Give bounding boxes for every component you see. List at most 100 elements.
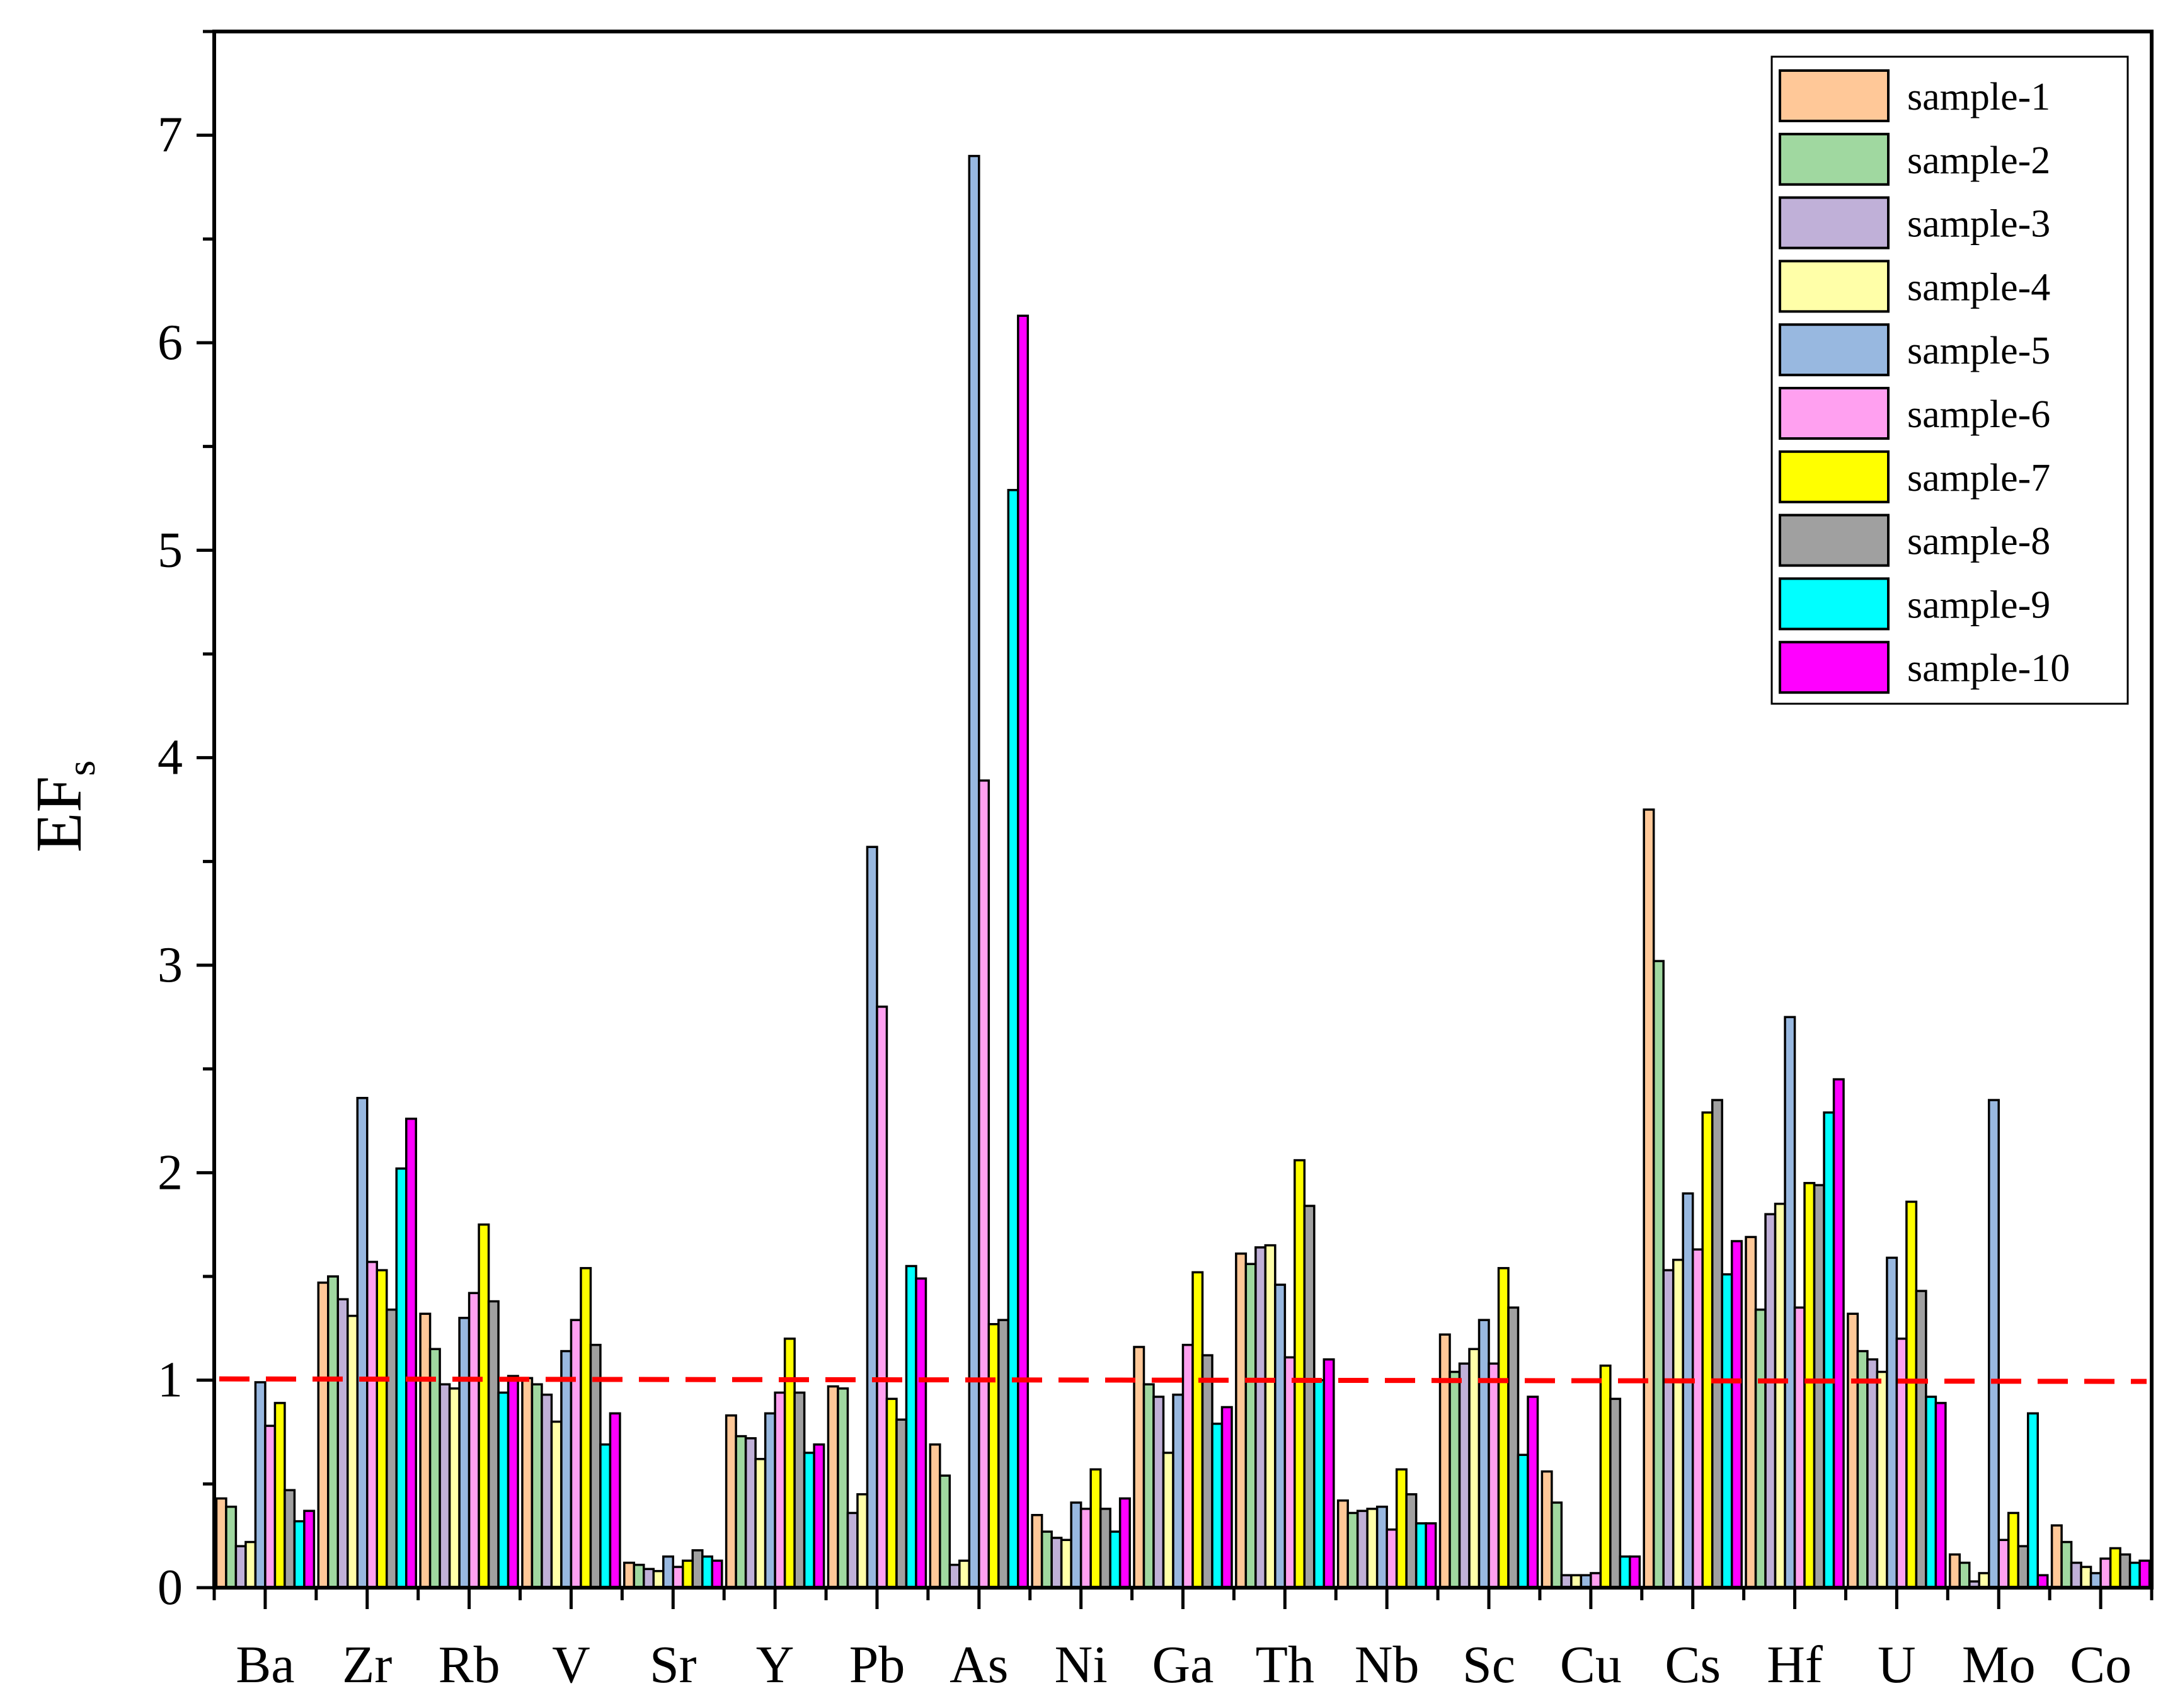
- bar-hf-sample-5: [1784, 1016, 1796, 1589]
- x-tick-label-ga: Ga: [1152, 1636, 1214, 1694]
- bar-as-sample-1: [929, 1443, 941, 1589]
- y-tick-label: 1: [158, 1353, 183, 1408]
- y-axis-title-main: EF: [23, 776, 95, 852]
- bar-ga-sample-1: [1133, 1346, 1145, 1589]
- legend-swatch-sample-1: [1779, 69, 1890, 122]
- y-tick-label: 4: [158, 730, 183, 786]
- y-tick-label: 0: [158, 1560, 183, 1615]
- bar-nb-sample-2: [1346, 1511, 1359, 1589]
- bar-ni-sample-8: [1099, 1508, 1111, 1589]
- bar-sr-sample-9: [701, 1555, 714, 1589]
- bar-as-sample-2: [939, 1474, 951, 1589]
- bar-cu-sample-9: [1619, 1555, 1631, 1589]
- bar-ba-sample-10: [303, 1510, 316, 1589]
- bar-zr-sample-1: [317, 1281, 330, 1589]
- bar-y-sample-8: [793, 1391, 806, 1589]
- bar-ga-sample-3: [1152, 1396, 1165, 1589]
- bar-hf-sample-2: [1754, 1308, 1767, 1589]
- x-tick-label-mo: Mo: [1962, 1636, 2036, 1694]
- bar-y-sample-1: [725, 1414, 737, 1589]
- bar-as-sample-5: [968, 154, 980, 1589]
- x-tick-label-y: Y: [756, 1636, 795, 1694]
- bar-nb-sample-7: [1395, 1468, 1408, 1589]
- bar-u-sample-10: [1934, 1402, 1947, 1589]
- bar-y-sample-3: [744, 1437, 757, 1589]
- bar-ba-sample-9: [293, 1520, 306, 1589]
- bar-ni-sample-5: [1070, 1501, 1082, 1589]
- bar-ni-sample-10: [1118, 1497, 1131, 1589]
- bar-u-sample-8: [1915, 1290, 1927, 1589]
- bar-v-sample-4: [550, 1420, 563, 1589]
- bar-v-sample-1: [521, 1377, 534, 1589]
- bar-pb-sample-8: [895, 1418, 908, 1589]
- x-tick-label-rb: Rb: [439, 1636, 500, 1694]
- bar-ba-sample-4: [244, 1540, 257, 1589]
- bar-nb-sample-4: [1366, 1508, 1379, 1589]
- bar-ba-sample-1: [215, 1497, 227, 1589]
- bar-ga-sample-10: [1220, 1406, 1233, 1589]
- bar-pb-sample-6: [876, 1006, 888, 1589]
- bar-sr-sample-4: [652, 1569, 665, 1589]
- bar-zr-sample-6: [366, 1261, 379, 1589]
- bar-cu-sample-2: [1551, 1501, 1563, 1589]
- bar-rb-sample-1: [419, 1312, 432, 1589]
- legend-swatch-sample-10: [1779, 641, 1890, 694]
- bar-y-sample-7: [783, 1338, 796, 1589]
- bar-u-sample-7: [1905, 1200, 1918, 1589]
- x-tick-label-hf: Hf: [1767, 1636, 1823, 1694]
- bar-as-sample-9: [1007, 489, 1019, 1589]
- bar-sr-sample-3: [643, 1568, 655, 1589]
- bar-th-sample-7: [1294, 1159, 1306, 1589]
- bar-y-sample-9: [803, 1452, 815, 1589]
- bar-sc-sample-1: [1438, 1333, 1451, 1589]
- bar-sr-sample-1: [623, 1561, 636, 1589]
- bar-pb-sample-2: [837, 1387, 849, 1589]
- bar-v-sample-6: [570, 1319, 582, 1589]
- bar-nb-sample-6: [1386, 1528, 1398, 1589]
- bar-cs-sample-10: [1730, 1240, 1743, 1589]
- bar-co-sample-10: [2138, 1559, 2151, 1589]
- bar-zr-sample-2: [327, 1275, 340, 1589]
- bar-nb-sample-8: [1405, 1493, 1418, 1589]
- bar-hf-sample-1: [1745, 1235, 1757, 1589]
- bar-co-sample-1: [2050, 1524, 2063, 1589]
- bar-rb-sample-7: [478, 1223, 490, 1589]
- bar-sr-sample-6: [672, 1566, 684, 1589]
- bar-rb-sample-2: [428, 1348, 441, 1589]
- bar-co-sample-5: [2089, 1572, 2102, 1589]
- x-tick-label-sr: Sr: [650, 1636, 697, 1694]
- y-tick-label: 6: [158, 315, 183, 370]
- bar-th-sample-4: [1264, 1244, 1277, 1589]
- bar-sr-sample-10: [711, 1559, 723, 1589]
- bar-ni-sample-9: [1109, 1530, 1122, 1589]
- bar-u-sample-1: [1847, 1312, 1859, 1589]
- bar-hf-sample-10: [1832, 1078, 1845, 1589]
- bar-mo-sample-2: [1958, 1561, 1971, 1589]
- bar-ni-sample-4: [1060, 1539, 1072, 1589]
- bar-nb-sample-1: [1336, 1499, 1349, 1589]
- bar-hf-sample-3: [1764, 1213, 1777, 1589]
- bar-cs-sample-1: [1643, 808, 1655, 1589]
- bar-sr-sample-8: [691, 1549, 704, 1589]
- bar-ba-sample-5: [254, 1381, 267, 1589]
- y-axis-title-subscript: s: [59, 760, 103, 776]
- bar-u-sample-3: [1866, 1358, 1879, 1589]
- legend-label-sample-10: sample-10: [1907, 647, 2070, 690]
- bar-as-sample-6: [978, 779, 990, 1589]
- bar-rb-sample-6: [468, 1292, 480, 1589]
- legend-swatch-sample-7: [1779, 450, 1890, 503]
- legend-swatch-sample-8: [1779, 513, 1890, 567]
- x-tick-label-cs: Cs: [1665, 1636, 1721, 1694]
- bar-th-sample-6: [1283, 1356, 1296, 1589]
- bar-v-sample-2: [531, 1383, 543, 1589]
- bar-zr-sample-5: [356, 1097, 369, 1589]
- legend-swatch-sample-6: [1779, 387, 1890, 440]
- bar-hf-sample-6: [1793, 1306, 1806, 1589]
- x-tick-label-nb: Nb: [1355, 1636, 1420, 1694]
- bar-ni-sample-7: [1089, 1468, 1102, 1589]
- y-tick-label: 3: [158, 937, 183, 993]
- bar-ga-sample-5: [1172, 1393, 1185, 1589]
- bar-pb-sample-7: [885, 1397, 898, 1589]
- bar-rb-sample-8: [487, 1300, 500, 1589]
- x-tick-label-co: Co: [2070, 1636, 2131, 1694]
